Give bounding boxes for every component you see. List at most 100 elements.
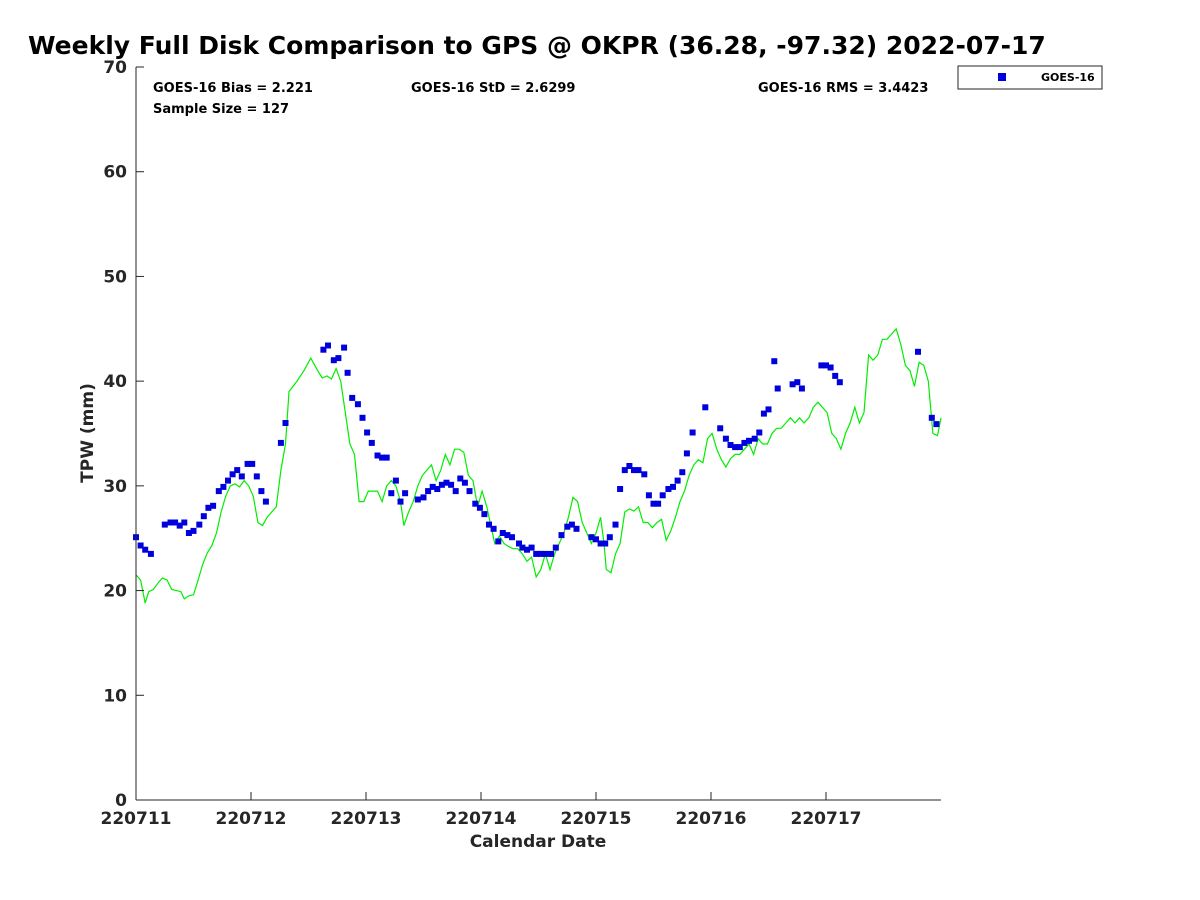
goes-data-point (765, 406, 772, 413)
goes-data-point (320, 346, 327, 353)
goes-data-point (606, 534, 613, 541)
goes-data-point (789, 381, 796, 388)
goes-data-point (238, 473, 245, 480)
goes-data-point (933, 421, 940, 428)
goes-data-point (277, 439, 284, 446)
goes-data-point (665, 486, 672, 492)
goes-data-point (344, 369, 351, 376)
goes-data-point (253, 473, 260, 480)
goes-data-point (641, 471, 648, 478)
goes-data-point (472, 500, 479, 507)
goes-data-point (244, 460, 251, 467)
goes-data-point (258, 488, 265, 495)
goes-data-point (220, 483, 227, 490)
goes-data-point (196, 521, 203, 528)
goes-data-point (379, 454, 386, 461)
goes-data-point (249, 460, 256, 467)
goes-data-point (457, 475, 464, 482)
goes-data-point (429, 483, 436, 490)
goes-data-point (722, 435, 729, 442)
y-tick-label: 50 (103, 267, 127, 287)
goes-data-point (519, 544, 526, 551)
goes-data-point (617, 486, 624, 492)
goes-data-point (774, 385, 781, 392)
goes-data-point (528, 544, 535, 551)
goes-data-point (167, 519, 174, 526)
x-tick-label: 220711 (101, 809, 172, 829)
plot-area (133, 327, 942, 604)
goes-data-point (771, 358, 778, 365)
goes-data-point (448, 481, 455, 488)
bias-stat: GOES-16 Bias = 2.221 (153, 81, 313, 96)
goes-data-point (161, 521, 168, 528)
goes-data-point (282, 420, 289, 426)
y-tick-label: 40 (103, 372, 127, 392)
goes-data-point (736, 444, 743, 451)
goes-data-point (137, 542, 144, 549)
goes-data-point (818, 362, 825, 369)
x-axis-ticks: 220711 220712 220713 220714 220715 220716 2207… (101, 792, 862, 829)
x-tick-label: 220716 (676, 809, 747, 829)
goes-data-point (827, 364, 834, 371)
goes-data-point (548, 550, 555, 557)
y-tick-label: 70 (103, 58, 127, 78)
goes-data-point (374, 452, 381, 459)
y-axis-label: TPW (mm) (78, 383, 98, 483)
goes-data-point (794, 379, 801, 386)
goes-data-point (593, 536, 599, 543)
goes-data-point (751, 435, 758, 442)
goes-data-point (760, 410, 767, 417)
goes-data-point (335, 355, 342, 362)
goes-data-point (689, 429, 696, 436)
goes-data-point (434, 486, 441, 492)
goes-data-point (234, 467, 241, 474)
goes-data-point (670, 483, 676, 490)
goes-data-point (674, 477, 681, 484)
goes-data-point (383, 454, 390, 461)
goes-data-point (495, 538, 502, 545)
goes-data-point (176, 522, 183, 529)
y-tick-label: 20 (103, 582, 127, 602)
goes-data-point (414, 496, 421, 503)
legend-marker-goes (998, 73, 1006, 81)
goes-data-point (655, 500, 662, 507)
x-tick-label: 220717 (791, 809, 862, 829)
goes-data-point (181, 519, 188, 526)
goes-data-point (823, 362, 829, 369)
goes-data-point (325, 342, 331, 349)
goes-data-point (915, 348, 921, 355)
y-tick-label: 60 (103, 163, 127, 183)
x-axis-label: Calendar Date (470, 832, 607, 852)
goes-data-point (679, 469, 686, 476)
goes-data-point (732, 444, 739, 451)
goes-data-point (588, 534, 595, 541)
legend-box (957, 65, 1103, 90)
goes-data-point (659, 492, 666, 499)
goes-data-point (552, 544, 559, 551)
goes-data-point (354, 401, 361, 408)
goes-data-point (542, 550, 549, 557)
goes-data-point (602, 540, 609, 547)
goes-data-point (397, 498, 404, 505)
goes-data-point (466, 488, 473, 495)
goes-series-layer (133, 342, 940, 557)
y-axis-ticks: 0 10 20 30 40 50 60 70 (103, 58, 144, 811)
goes-data-point (568, 521, 575, 528)
goes-data-point (928, 414, 935, 421)
x-tick-label: 220715 (561, 809, 632, 829)
goes-data-point (798, 385, 805, 392)
goes-data-point (509, 534, 515, 541)
goes-data-point (631, 467, 637, 474)
goes-data-point (368, 439, 375, 446)
goes-data-point (702, 404, 709, 411)
x-tick-label: 220712 (216, 809, 287, 829)
goes-data-point (215, 488, 222, 495)
goes-data-point (504, 532, 511, 539)
goes-data-point (635, 467, 642, 474)
goes-data-point (573, 525, 580, 532)
y-tick-label: 10 (103, 686, 127, 706)
sample-size-stat: Sample Size = 127 (153, 102, 289, 117)
gps-series-line (135, 327, 942, 604)
goes-data-point (349, 394, 356, 401)
